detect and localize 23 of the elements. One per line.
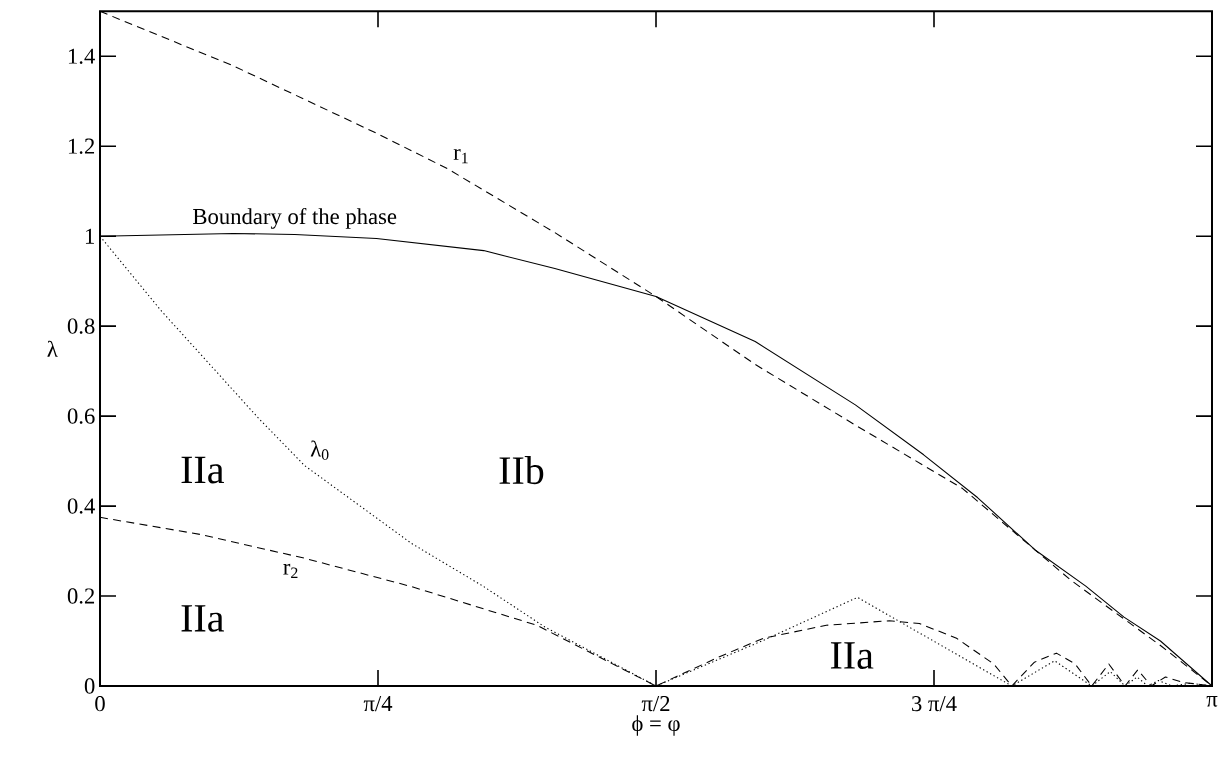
series-label: r$_{1}$ bbox=[453, 149, 468, 164]
series-label: Boundary of the phase bbox=[193, 207, 397, 229]
series-label: λ$_{0}$ bbox=[310, 440, 329, 460]
y-tick-label: 0.8 bbox=[67, 318, 95, 334]
annotation: IIa bbox=[181, 456, 224, 484]
y-axis-title: λ bbox=[47, 340, 58, 357]
x-tick-label: π/4 bbox=[363, 696, 393, 712]
y-tick-label: 1.4 bbox=[68, 48, 95, 64]
x-tick-label: π bbox=[1206, 696, 1218, 707]
x-tick-label: π/2 bbox=[641, 696, 670, 712]
x-axis-title: ϕ = φ bbox=[632, 715, 680, 736]
x-tick-label: 0 bbox=[95, 696, 105, 712]
series-label: r$_{2}$ bbox=[283, 563, 298, 578]
y-tick-label: 0 bbox=[84, 678, 95, 694]
annotation: IIb bbox=[499, 456, 544, 485]
y-tick-label: 0.6 bbox=[67, 408, 95, 424]
annotation: IIa bbox=[830, 642, 874, 669]
y-tick-label: 1 bbox=[85, 228, 94, 244]
annotation: IIa bbox=[181, 605, 224, 632]
y-tick-label: 0.4 bbox=[67, 498, 95, 514]
y-tick-label: 0.2 bbox=[67, 588, 95, 604]
y-tick-label: 1.2 bbox=[68, 138, 95, 154]
x-tick-label: 3 π/4 bbox=[912, 696, 957, 712]
